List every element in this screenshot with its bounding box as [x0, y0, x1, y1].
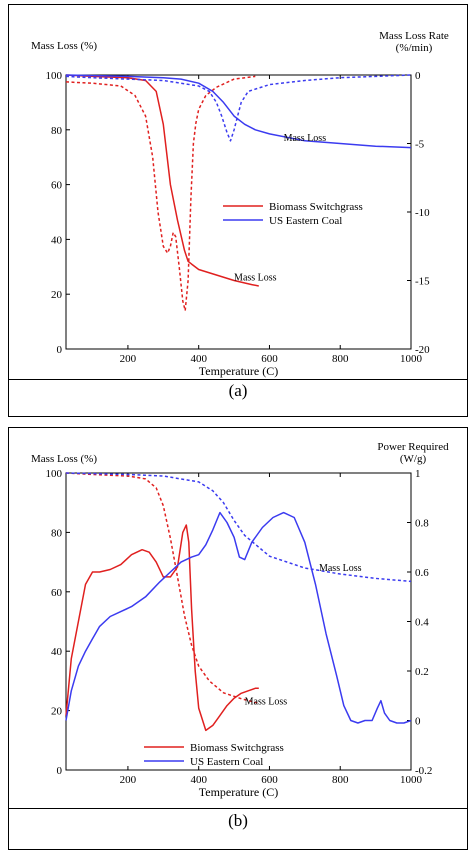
chart-b-svg: 200 400 600 800 1000 0 20 40 60 80 100 1 0.8 0.6 0.4 0.…: [31, 441, 449, 799]
right-axis-title: Power Required: [377, 441, 449, 453]
y-left-tick-label: 40: [51, 646, 63, 658]
y-right-tick-label: 0.4: [415, 617, 429, 629]
mass-loss-annotation: Mass Loss: [284, 133, 327, 144]
x-tick-label: 400: [190, 774, 207, 786]
plot-frame: [65, 472, 412, 771]
x-tick-label: 800: [332, 353, 349, 365]
x-tick-label: 1000: [400, 774, 423, 786]
right-axis-units: (W/g): [400, 453, 427, 465]
plot-area-b: 200 400 600 800 1000 0 20 40 60 80 100 1 0.8 0.6 0.4 0.…: [9, 428, 467, 809]
panel-label-b: (b): [228, 811, 248, 830]
right-axis-title: Mass Loss Rate: [379, 30, 449, 42]
x-tick-label: 600: [261, 774, 278, 786]
y-left-tick-label: 100: [46, 70, 63, 82]
y-left-tick-label: 0: [57, 765, 63, 777]
legend-label: US Eastern Coal: [190, 756, 263, 768]
x-tick-label: 200: [120, 353, 137, 365]
plot-area-a: 200 400 600 800 1000 0 20 40 60 80 100 0 -5 -10 -15 -20…: [9, 5, 467, 380]
y-right-tick-label: 1: [415, 468, 421, 480]
y-right-tick-label: 0.2: [415, 666, 429, 678]
series-line-coal-solid: [65, 511, 412, 724]
y-right-tick-label: 0.6: [415, 567, 429, 579]
series-line-switchgrass-dashed: [65, 75, 256, 312]
mass-loss-annotation: Mass Loss: [245, 697, 288, 708]
left-axis-title: Mass Loss (%): [31, 40, 97, 52]
y-right-tick-label: -0.2: [415, 765, 432, 777]
x-tick-label: 200: [120, 774, 137, 786]
y-left-tick-label: 80: [51, 527, 63, 539]
y-right-tick-label: -20: [415, 344, 430, 356]
y-right-tick-label: 0: [415, 70, 421, 82]
legend-label: Biomass Switchgrass: [190, 742, 284, 754]
x-tick-label: 800: [332, 774, 349, 786]
right-axis-units: (%/min): [396, 42, 433, 54]
series-line-coal-solid: [65, 74, 412, 149]
series-line-switchgrass-solid: [65, 524, 259, 732]
y-left-tick-label: 20: [51, 289, 63, 301]
y-right-tick-label: -10: [415, 207, 430, 219]
y-left-tick-label: 60: [51, 587, 63, 599]
series-line-switchgrass-dashed: [65, 472, 259, 704]
y-left-tick-label: 80: [51, 125, 63, 137]
y-right-tick-label: 0: [415, 716, 421, 728]
y-left-tick-label: 60: [51, 180, 63, 192]
x-axis-title: Temperature (C): [199, 364, 278, 378]
y-right-tick-label: -5: [415, 139, 425, 151]
mass-loss-annotation: Mass Loss: [319, 563, 362, 574]
series-line-coal-dashed: [65, 74, 412, 142]
x-tick-label: 1000: [400, 353, 423, 365]
x-tick-label: 400: [190, 353, 207, 365]
chart-panel-a: 200 400 600 800 1000 0 20 40 60 80 100 0 -5 -10 -15 -20…: [8, 4, 468, 417]
legend-label: Biomass Switchgrass: [269, 201, 363, 213]
series-line-switchgrass-solid: [65, 74, 259, 287]
y-right-tick-label: -15: [415, 276, 430, 288]
y-left-tick-label: 40: [51, 234, 63, 246]
y-left-tick-label: 0: [57, 344, 63, 356]
mass-loss-annotation: Mass Loss: [234, 273, 277, 284]
panel-label-a: (a): [228, 381, 248, 400]
legend-label: US Eastern Coal: [269, 215, 342, 227]
y-right-tick-label: 0.8: [415, 518, 429, 530]
x-tick-label: 600: [261, 353, 278, 365]
left-axis-title: Mass Loss (%): [31, 453, 97, 465]
y-left-tick-label: 20: [51, 706, 63, 718]
y-left-tick-label: 100: [46, 468, 63, 480]
x-axis-title: Temperature (C): [199, 785, 278, 799]
chart-panel-b: 200 400 600 800 1000 0 20 40 60 80 100 1 0.8 0.6 0.4 0.…: [8, 427, 468, 850]
series-line-coal-dashed: [65, 472, 412, 583]
